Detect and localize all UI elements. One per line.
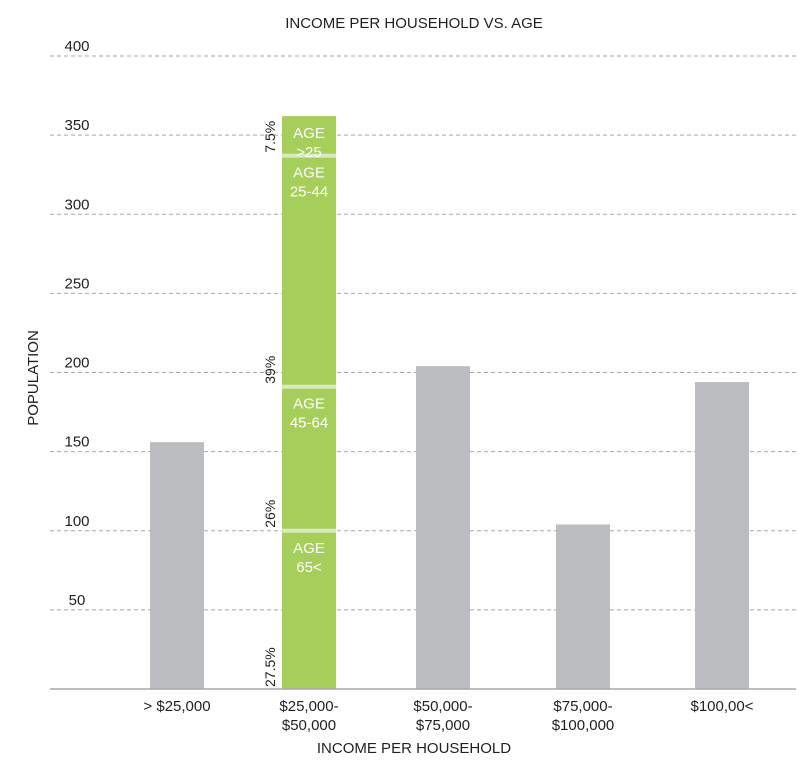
segment-divider	[282, 384, 336, 389]
segment-divider	[282, 528, 336, 533]
y-tick-label: 100	[64, 513, 89, 530]
x-tick-label: $75,000- $100,000	[552, 698, 615, 734]
segment-percent: 27.5%	[262, 647, 278, 687]
segment-percent: 26%	[262, 500, 278, 528]
segment-label-line: AGE	[293, 540, 325, 557]
segment-percent: 39%	[262, 356, 278, 384]
segment-label-line: 45-64	[290, 415, 328, 432]
y-axis-title: POPULATION	[25, 330, 42, 426]
x-tick-label-line: $75,000	[416, 717, 470, 734]
segment-label-line: 25-44	[290, 184, 328, 201]
bar	[556, 524, 610, 689]
chart-title: INCOME PER HOUSEHOLD VS. AGE	[285, 15, 543, 32]
bar	[416, 366, 470, 689]
y-tick-label: 250	[64, 275, 89, 292]
x-tick-label: $25,000- $50,000	[279, 698, 338, 734]
y-tick-label: 50	[69, 592, 86, 609]
bar-segment	[282, 530, 336, 689]
x-tick-label-line: $100,000	[552, 717, 615, 734]
y-tick-label: 350	[64, 117, 89, 134]
y-tick-label: 150	[64, 434, 89, 451]
x-tick-label-line: > $25,000	[143, 698, 210, 715]
segment-label-line: >25	[296, 144, 321, 161]
segment-percent: 7.5%	[262, 121, 278, 153]
y-tick-label: 300	[64, 196, 89, 213]
x-tick-label: $50,000- $75,000	[413, 698, 472, 734]
x-tick-label-line: $75,000-	[553, 698, 612, 715]
x-tick-label: > $25,000	[143, 698, 210, 715]
segment-labels: AGE 65< 27.5% AGE 45-64 26% AGE 25-44 39% AGE >25 7…	[262, 121, 328, 687]
segment-label-line: AGE	[293, 165, 325, 182]
segment-label-line: AGE	[293, 396, 325, 413]
segment-label: AGE 45-64	[290, 396, 328, 432]
segment-label-line: 65<	[296, 559, 322, 576]
x-tick-label-line: $100,00<	[691, 698, 754, 715]
y-tick-label: 400	[64, 38, 89, 55]
x-tick-label-line: $25,000-	[279, 698, 338, 715]
y-axis-ticks: 50 100 150 200 250 300 350 400	[64, 38, 89, 609]
bars	[150, 116, 749, 689]
x-tick-label-line: $50,000	[282, 717, 336, 734]
x-tick-label: $100,00<	[691, 698, 754, 715]
segment-label: AGE 25-44	[290, 165, 328, 201]
segment-label: AGE 65<	[293, 540, 325, 576]
x-tick-label-line: $50,000-	[413, 698, 472, 715]
bar	[150, 442, 204, 689]
segment-label-line: AGE	[293, 125, 325, 142]
x-axis-ticks: > $25,000 $25,000-$50,000$50,000-$75,000$…	[143, 698, 753, 734]
segment-label: AGE >25	[293, 125, 325, 161]
segment-divider	[282, 153, 336, 158]
bar-segment	[282, 155, 336, 387]
bar	[695, 381, 749, 689]
bar-segment	[282, 386, 336, 531]
x-axis-title: INCOME PER HOUSEHOLD	[317, 740, 511, 757]
y-tick-label: 200	[64, 355, 89, 372]
bar-segment	[282, 116, 336, 156]
